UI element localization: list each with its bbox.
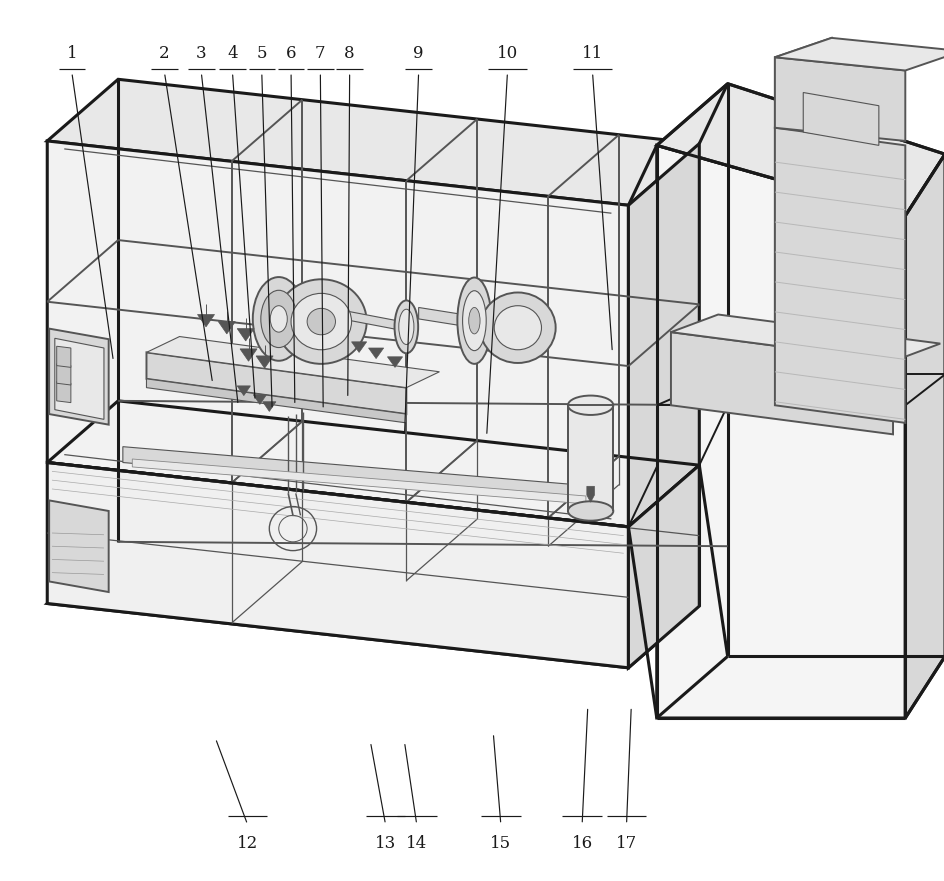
Polygon shape <box>132 459 585 504</box>
Polygon shape <box>586 486 594 502</box>
Text: 13: 13 <box>375 835 396 852</box>
Polygon shape <box>146 379 406 423</box>
Polygon shape <box>57 346 71 367</box>
Ellipse shape <box>462 291 485 351</box>
Polygon shape <box>262 402 276 411</box>
Polygon shape <box>256 356 273 368</box>
Ellipse shape <box>567 501 613 521</box>
Text: 11: 11 <box>582 45 602 62</box>
Polygon shape <box>774 57 904 141</box>
Polygon shape <box>240 349 257 361</box>
Polygon shape <box>628 144 699 527</box>
Polygon shape <box>774 38 831 128</box>
Text: 5: 5 <box>256 45 267 62</box>
Polygon shape <box>49 500 109 592</box>
Polygon shape <box>47 542 699 668</box>
Polygon shape <box>567 405 613 511</box>
Polygon shape <box>55 338 104 419</box>
Polygon shape <box>49 329 109 425</box>
Polygon shape <box>656 84 944 216</box>
Text: 9: 9 <box>413 45 424 62</box>
Text: 16: 16 <box>571 835 592 852</box>
Ellipse shape <box>252 278 305 361</box>
Polygon shape <box>146 352 406 414</box>
Polygon shape <box>237 329 254 341</box>
Polygon shape <box>628 465 699 668</box>
Circle shape <box>494 306 541 350</box>
Text: 3: 3 <box>195 45 207 62</box>
Polygon shape <box>197 315 214 327</box>
Text: 4: 4 <box>227 45 238 62</box>
Polygon shape <box>47 463 628 668</box>
Polygon shape <box>146 337 439 388</box>
Ellipse shape <box>398 309 413 344</box>
Polygon shape <box>237 386 250 396</box>
Polygon shape <box>218 322 235 334</box>
Polygon shape <box>418 307 463 326</box>
Ellipse shape <box>468 307 480 334</box>
Polygon shape <box>57 364 71 385</box>
Text: 15: 15 <box>490 835 511 852</box>
Polygon shape <box>670 332 892 434</box>
Ellipse shape <box>567 396 613 415</box>
Polygon shape <box>774 128 904 423</box>
Ellipse shape <box>261 291 296 348</box>
Circle shape <box>276 279 366 364</box>
Polygon shape <box>47 79 699 205</box>
Text: 14: 14 <box>406 835 427 852</box>
Text: 17: 17 <box>615 835 636 852</box>
Polygon shape <box>368 348 383 359</box>
Text: 8: 8 <box>344 45 355 62</box>
Polygon shape <box>253 395 266 404</box>
Text: 12: 12 <box>237 835 258 852</box>
Circle shape <box>291 293 351 350</box>
Text: 2: 2 <box>159 45 170 62</box>
Text: 10: 10 <box>497 45 517 62</box>
Polygon shape <box>656 145 904 718</box>
Text: 6: 6 <box>285 45 296 62</box>
Text: 7: 7 <box>314 45 326 62</box>
Polygon shape <box>57 381 71 403</box>
Polygon shape <box>387 357 402 367</box>
Polygon shape <box>802 93 878 145</box>
Polygon shape <box>774 101 831 405</box>
Circle shape <box>480 292 555 363</box>
Polygon shape <box>670 315 939 361</box>
Polygon shape <box>123 447 595 502</box>
Polygon shape <box>774 38 944 70</box>
Polygon shape <box>904 154 944 718</box>
Polygon shape <box>323 307 406 331</box>
Polygon shape <box>47 141 628 527</box>
Ellipse shape <box>394 300 417 353</box>
Ellipse shape <box>457 278 491 364</box>
Polygon shape <box>351 342 366 352</box>
Text: 1: 1 <box>66 45 77 62</box>
Ellipse shape <box>270 306 287 332</box>
Circle shape <box>307 308 335 335</box>
